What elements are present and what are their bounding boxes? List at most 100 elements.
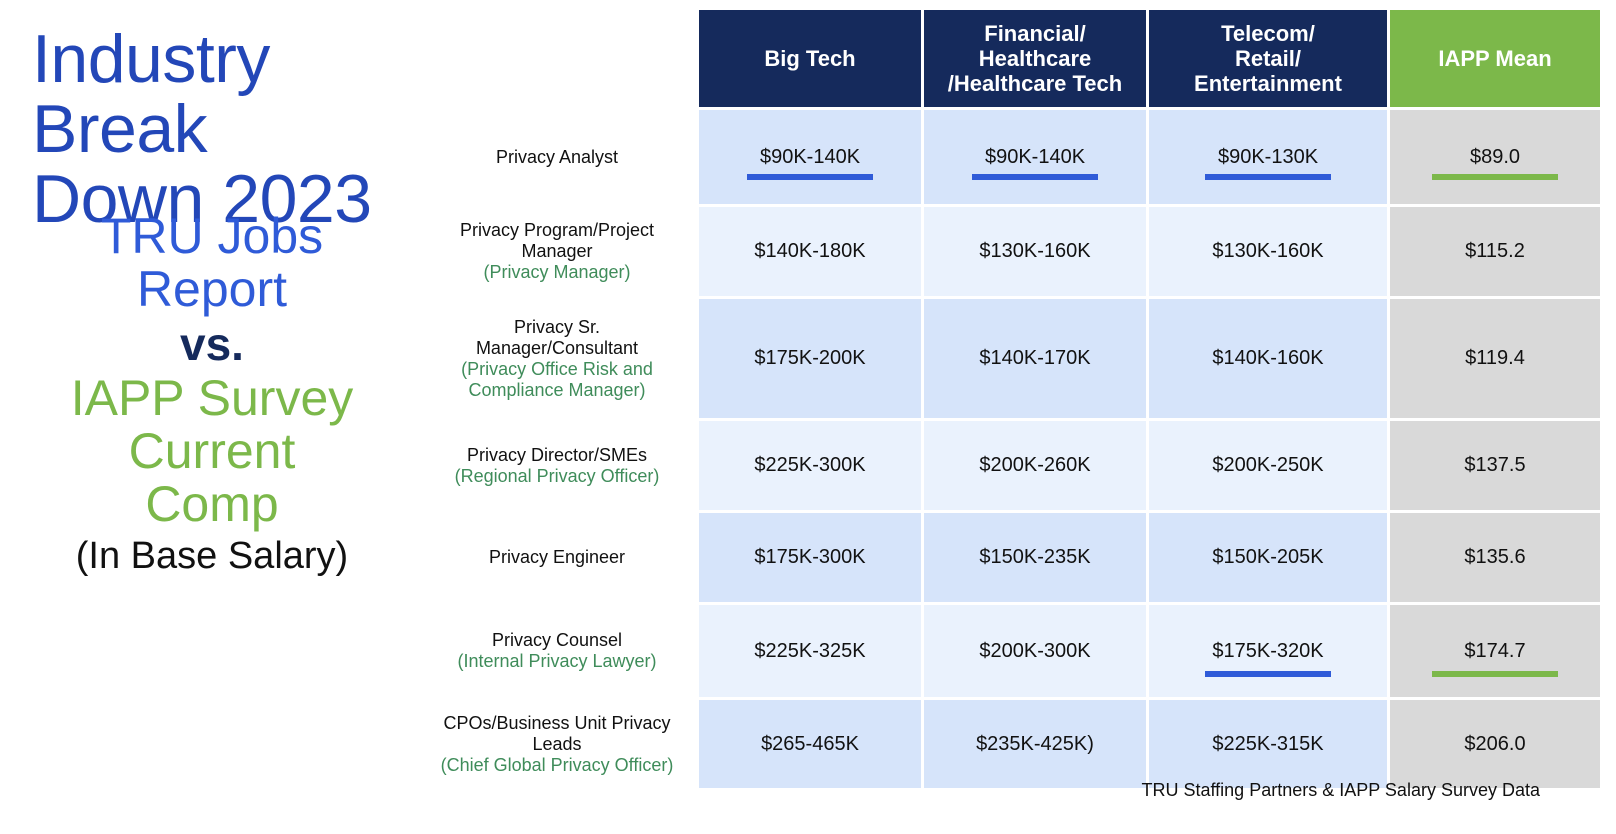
highlight-underline	[1432, 174, 1558, 180]
role-title: Privacy Counsel	[491, 630, 623, 650]
salary-range: $200K-300K	[979, 639, 1091, 662]
iapp-line-1: IAPP Survey	[70, 370, 354, 426]
cell-telecom: $225K-315K	[1149, 700, 1387, 788]
cell-big-tech: $225K-325K	[699, 605, 921, 697]
mean-value: $206.0	[1464, 732, 1526, 755]
role-privacy-counsel: Privacy Counsel (Internal Privacy Lawyer…	[418, 605, 696, 697]
iapp-line-3: Comp	[145, 476, 279, 532]
cell-financial: $200K-300K	[924, 605, 1146, 697]
salary-range: $90K-140K	[984, 145, 1086, 168]
table-corner	[418, 10, 696, 107]
cell-iapp-mean: $89.0	[1390, 110, 1600, 204]
salary-range: $265-465K	[761, 732, 859, 755]
title-line-2: Down 2023	[32, 161, 372, 237]
cell-telecom: $90K-130K	[1149, 110, 1387, 204]
cell-financial: $140K-170K	[924, 299, 1146, 418]
source-note: TRU Staffing Partners & IAPP Salary Surv…	[1141, 780, 1540, 800]
page-title: Industry Break Down 2023	[32, 24, 440, 234]
role-privacy-program-manager: Privacy Program/Project Manager (Privacy…	[418, 207, 696, 296]
highlight-underline	[972, 174, 1098, 180]
role-title: CPOs/Business Unit Privacy	[443, 712, 671, 733]
role-privacy-director: Privacy Director/SMEs (Regional Privacy …	[418, 421, 696, 510]
header-big-tech: Big Tech	[699, 10, 921, 107]
cell-telecom: $200K-250K	[1149, 421, 1387, 510]
iapp-equivalent: (Regional Privacy Officer)	[454, 465, 660, 486]
salary-range: $130K-160K	[979, 240, 1091, 262]
cell-financial: $235K-425K)	[924, 700, 1146, 788]
cell-big-tech: $90K-140K	[699, 110, 921, 204]
highlight-underline	[1432, 671, 1558, 677]
highlight-underline	[1205, 174, 1331, 180]
highlight-underline	[1205, 671, 1331, 677]
salary-range: $175K-320K	[1212, 639, 1324, 662]
comparison-subtitle: TRU Jobs Report vs. IAPP Survey Current …	[0, 210, 424, 581]
versus-label: vs.	[180, 318, 244, 370]
highlight-underline	[747, 174, 873, 180]
role-privacy-engineer: Privacy Engineer	[418, 513, 696, 602]
salary-table: Big Tech Financial/ Healthcare /Healthca…	[418, 10, 1600, 788]
salary-range: $200K-250K	[1212, 454, 1324, 476]
header-financial-line-2: Healthcare	[978, 46, 1092, 71]
salary-range: $175K-300K	[754, 546, 866, 568]
cell-iapp-mean: $174.7	[1390, 605, 1600, 697]
header-telecom-line-3: Entertainment	[1194, 71, 1342, 96]
cell-financial: $150K-235K	[924, 513, 1146, 602]
salary-range: $150K-205K	[1212, 546, 1324, 568]
role-privacy-analyst: Privacy Analyst	[418, 110, 696, 204]
mean-value: $135.6	[1464, 546, 1526, 568]
mean-value: $174.7	[1464, 639, 1526, 662]
title-line-1: Industry Break	[32, 21, 270, 167]
role-privacy-sr-manager: Privacy Sr. Manager/Consultant (Privacy …	[418, 299, 696, 418]
iapp-equivalent: (Privacy Office Risk and	[461, 358, 653, 379]
tru-jobs-line-2: Report	[136, 261, 288, 317]
role-title: Privacy Director/SMEs	[466, 444, 648, 465]
mean-value: $115.2	[1465, 240, 1525, 262]
iapp-equivalent: (Privacy Manager)	[483, 262, 631, 282]
role-title: Privacy Program/Project	[459, 220, 655, 240]
header-financial: Financial/ Healthcare /Healthcare Tech	[924, 10, 1146, 107]
cell-telecom: $130K-160K	[1149, 207, 1387, 296]
cell-telecom: $150K-205K	[1149, 513, 1387, 602]
header-financial-line-3: /Healthcare Tech	[947, 71, 1123, 96]
header-financial-line-1: Financial/	[984, 21, 1086, 46]
header-telecom-line-2: Retail/	[1234, 46, 1301, 71]
role-title: Privacy Sr.	[513, 316, 601, 337]
role-title: Privacy Engineer	[488, 547, 626, 567]
role-title-cont: Leads	[532, 733, 582, 754]
tru-jobs-line-1: TRU Jobs	[100, 208, 324, 264]
cell-telecom: $175K-320K	[1149, 605, 1387, 697]
salary-range: $90K-130K	[1217, 145, 1319, 168]
cell-iapp-mean: $119.4	[1390, 299, 1600, 418]
salary-range: $200K-260K	[979, 454, 1091, 476]
salary-range: $225K-300K	[754, 454, 866, 476]
salary-range: $235K-425K)	[976, 732, 1094, 755]
header-iapp-mean: IAPP Mean	[1390, 10, 1600, 107]
salary-range: $140K-180K	[754, 240, 866, 262]
role-title-cont: Manager	[521, 241, 593, 261]
header-telecom-line-1: Telecom/	[1221, 21, 1315, 46]
salary-range: $90K-140K	[759, 145, 861, 168]
cell-iapp-mean: $135.6	[1390, 513, 1600, 602]
cell-big-tech: $225K-300K	[699, 421, 921, 510]
cell-big-tech: $175K-300K	[699, 513, 921, 602]
role-cpo: CPOs/Business Unit Privacy Leads (Chief …	[418, 700, 696, 788]
salary-range: $150K-235K	[979, 546, 1091, 568]
cell-financial: $200K-260K	[924, 421, 1146, 510]
salary-range: $225K-315K	[1212, 732, 1324, 755]
salary-range: $225K-325K	[754, 639, 866, 662]
cell-iapp-mean: $206.0	[1390, 700, 1600, 788]
header-iapp-mean-label: IAPP Mean	[1438, 46, 1552, 71]
header-big-tech-label: Big Tech	[764, 46, 856, 71]
role-title: Privacy Analyst	[495, 146, 619, 167]
iapp-equivalent: (Chief Global Privacy Officer)	[440, 754, 674, 775]
cell-big-tech: $265-465K	[699, 700, 921, 788]
salary-range: $130K-160K	[1212, 240, 1324, 262]
iapp-equivalent-cont: Compliance Manager)	[468, 379, 646, 400]
cell-iapp-mean: $137.5	[1390, 421, 1600, 510]
role-title-cont: Manager/Consultant	[475, 337, 639, 358]
cell-financial: $90K-140K	[924, 110, 1146, 204]
salary-range: $175K-200K	[754, 347, 866, 369]
left-panel: Industry Break Down 2023 TRU Jobs Report…	[0, 0, 440, 834]
mean-value: $89.0	[1469, 145, 1521, 168]
cell-big-tech: $140K-180K	[699, 207, 921, 296]
